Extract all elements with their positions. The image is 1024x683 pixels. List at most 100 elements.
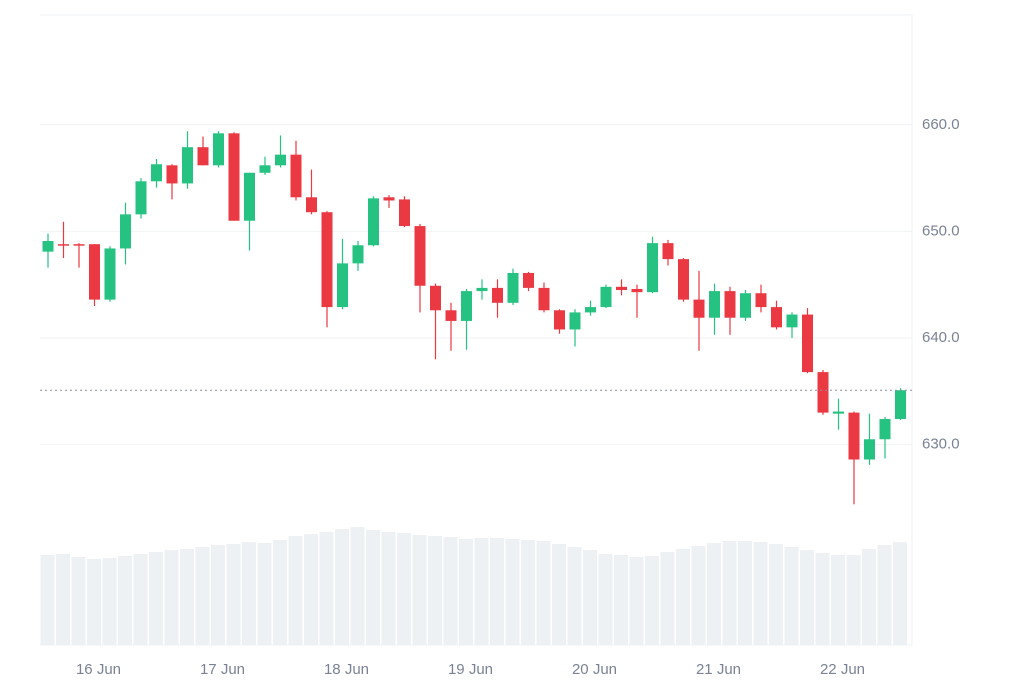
volume-bar (335, 529, 349, 645)
candle-body (647, 243, 658, 293)
volume-bar (800, 550, 814, 645)
volume-bar (242, 542, 256, 645)
x-tick-label: 19 Jun (448, 661, 493, 678)
candle-body (135, 181, 147, 215)
candle-body (864, 439, 875, 460)
volume-bar (846, 555, 861, 645)
volume-bar (583, 550, 597, 645)
volume-bar (257, 543, 272, 645)
x-tick-label: 18 Jun (324, 661, 369, 678)
volume-bar (474, 538, 489, 645)
candle-body (569, 312, 581, 330)
candle-body (151, 164, 162, 182)
volume-bar (397, 533, 411, 645)
volume-bar (521, 540, 535, 645)
volume-bar (629, 557, 644, 645)
candle-body (538, 287, 550, 311)
volume-bar (815, 553, 830, 645)
candle-body (740, 293, 751, 318)
candle-body (73, 244, 85, 246)
volume-bar (56, 554, 70, 645)
candle-body (693, 299, 705, 318)
volume-bar (893, 542, 907, 645)
candle-body (259, 165, 271, 173)
candle-body (678, 259, 689, 300)
volume-bar (459, 539, 473, 645)
volume-bar (211, 545, 225, 645)
candle-body (476, 287, 488, 292)
candle-body (430, 285, 441, 311)
volume-bar (614, 555, 628, 645)
candle-body (197, 147, 209, 166)
candle-body (817, 372, 829, 413)
candle-body (833, 411, 844, 414)
volume-bar (552, 544, 566, 645)
candle-body (662, 243, 674, 260)
volume-bar (428, 536, 442, 645)
volume-bar (366, 530, 380, 645)
candle-body (802, 314, 813, 373)
candle-body (445, 310, 457, 321)
candle-body (337, 263, 348, 308)
candle-body (554, 310, 565, 330)
candle-body (290, 154, 302, 198)
candle-body (244, 172, 255, 221)
volume-bar (149, 552, 163, 645)
x-tick-label: 17 Jun (200, 661, 245, 678)
volume-bar (784, 547, 799, 645)
x-tick-label: 22 Jun (820, 661, 865, 678)
volume-bar (133, 554, 148, 645)
volume-bar (443, 537, 458, 645)
volume-bar (738, 541, 752, 645)
volume-bar (769, 544, 783, 645)
volume-bar (505, 539, 520, 645)
volume-bar (707, 543, 721, 645)
volume-bar (319, 532, 334, 645)
volume-bar (645, 556, 659, 645)
candle-body (166, 165, 178, 184)
volume-bar (118, 556, 132, 645)
y-tick-label: 640.0 (922, 329, 960, 346)
volume-bar (87, 559, 101, 645)
volume-bar (412, 535, 427, 645)
candle-body (724, 291, 736, 318)
candle-body (228, 133, 240, 221)
candle-body (213, 133, 224, 166)
volume-bar (288, 536, 303, 645)
volume-bar (598, 554, 613, 645)
volume-bar (831, 555, 845, 645)
candle-body (585, 307, 596, 313)
x-tick-label: 20 Jun (572, 661, 617, 678)
candle-body (104, 248, 116, 300)
candle-body (755, 293, 767, 308)
candle-body (492, 287, 503, 303)
volume-bar (691, 546, 706, 645)
volume-bar (567, 547, 582, 645)
candle-body (58, 244, 69, 246)
candle-body (895, 390, 906, 420)
candle-body (368, 198, 379, 246)
candle-body (616, 286, 627, 291)
volume-bar (676, 549, 690, 645)
candle-body (399, 199, 410, 227)
volume-bar (71, 557, 86, 645)
volume-bar (722, 541, 737, 645)
candle-body (771, 307, 782, 328)
y-tick-label: 660.0 (922, 116, 960, 133)
volume-bar (536, 541, 551, 645)
volume-bar (381, 532, 396, 645)
volume-bar (180, 549, 194, 645)
y-tick-label: 630.0 (922, 436, 960, 453)
volume-bar (862, 549, 876, 645)
candle-body (631, 288, 643, 293)
volume-bar (226, 544, 241, 645)
candle-body (383, 197, 395, 201)
x-tick-label: 16 Jun (76, 661, 121, 678)
candle-body (120, 214, 131, 249)
volume-bar (164, 550, 179, 645)
volume-bar (273, 540, 287, 645)
candle-body (414, 226, 426, 286)
candle-body (182, 147, 193, 184)
